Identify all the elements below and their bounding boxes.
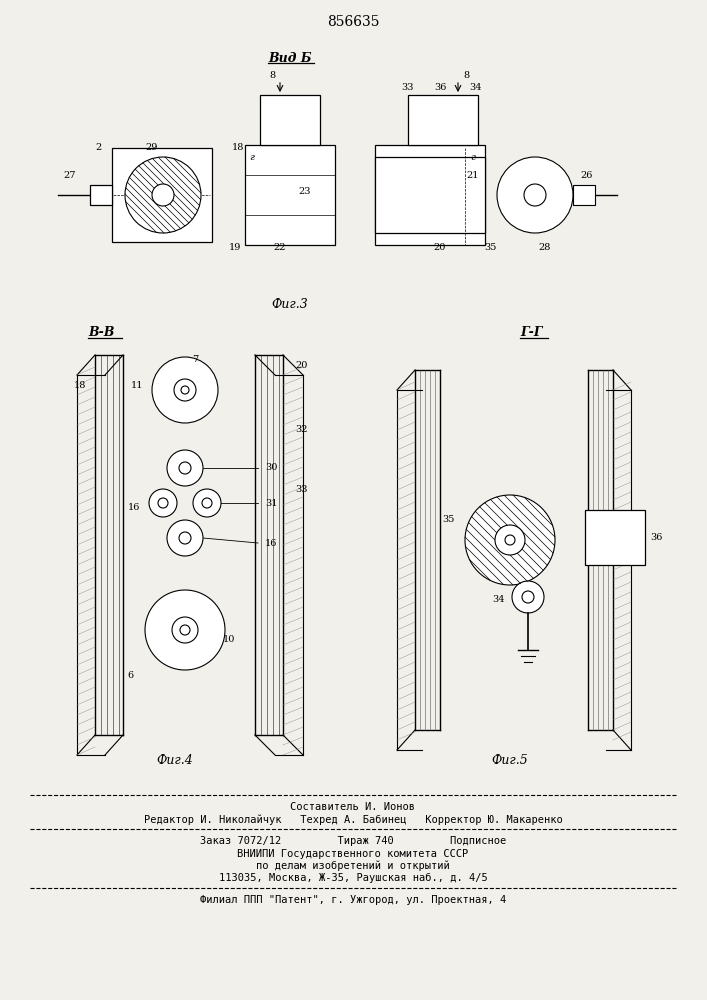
Text: 34: 34 <box>493 595 505 604</box>
Circle shape <box>125 157 201 233</box>
Circle shape <box>172 617 198 643</box>
Text: г: г <box>471 152 475 161</box>
Circle shape <box>179 462 191 474</box>
Text: 16: 16 <box>265 538 277 548</box>
Text: 36: 36 <box>650 532 662 542</box>
Circle shape <box>174 379 196 401</box>
Text: Фиг.5: Фиг.5 <box>491 754 528 766</box>
Text: 7: 7 <box>192 356 198 364</box>
Text: 22: 22 <box>274 242 286 251</box>
Text: Фиг.4: Фиг.4 <box>157 754 194 766</box>
Text: 30: 30 <box>265 464 277 473</box>
Text: Составитель И. Ионов: Составитель И. Ионов <box>291 802 416 812</box>
Text: 34: 34 <box>469 84 481 93</box>
Bar <box>375 157 485 233</box>
Bar <box>573 185 595 205</box>
Text: 26: 26 <box>580 170 592 180</box>
Text: 16: 16 <box>128 504 140 512</box>
Text: В-В: В-В <box>88 326 115 340</box>
Text: 113035, Москва, Ж-35, Раушская наб., д. 4/5: 113035, Москва, Ж-35, Раушская наб., д. … <box>218 873 487 883</box>
Circle shape <box>167 450 203 486</box>
Circle shape <box>512 581 544 613</box>
Circle shape <box>149 489 177 517</box>
Text: 21: 21 <box>467 170 479 180</box>
Circle shape <box>495 525 525 555</box>
Text: Редактор И. Николайчук   Техред А. Бабинец   Корректор Ю. Макаренко: Редактор И. Николайчук Техред А. Бабинец… <box>144 815 562 825</box>
Text: 20: 20 <box>434 242 446 251</box>
Bar <box>112 148 212 242</box>
Circle shape <box>180 625 190 635</box>
Text: 8: 8 <box>269 72 275 81</box>
Text: 36: 36 <box>434 84 446 93</box>
Text: г: г <box>250 152 255 161</box>
Bar <box>375 145 485 245</box>
Bar <box>90 185 112 205</box>
Circle shape <box>145 590 225 670</box>
Text: 20: 20 <box>295 360 308 369</box>
Text: 32: 32 <box>295 426 308 434</box>
Circle shape <box>167 520 203 556</box>
Text: Г-Г: Г-Г <box>520 326 542 340</box>
Text: 35: 35 <box>443 516 455 524</box>
Text: 856635: 856635 <box>327 15 379 29</box>
Text: 10: 10 <box>223 636 235 645</box>
Text: 28: 28 <box>539 242 551 251</box>
Text: 2: 2 <box>95 143 101 152</box>
Circle shape <box>193 489 221 517</box>
Bar <box>260 95 320 145</box>
Circle shape <box>465 495 555 585</box>
Text: 31: 31 <box>265 498 278 508</box>
Text: Заказ 7072/12         Тираж 740         Подписное: Заказ 7072/12 Тираж 740 Подписное <box>200 836 506 846</box>
Text: Фиг.3: Фиг.3 <box>271 298 308 312</box>
Text: 29: 29 <box>146 143 158 152</box>
Text: Филиал ППП "Патент", г. Ужгород, ул. Проектная, 4: Филиал ППП "Патент", г. Ужгород, ул. Про… <box>200 895 506 905</box>
Bar <box>585 510 645 565</box>
Circle shape <box>497 157 573 233</box>
Circle shape <box>522 591 534 603</box>
Text: 18: 18 <box>74 380 86 389</box>
Circle shape <box>179 532 191 544</box>
Text: 27: 27 <box>64 170 76 180</box>
Circle shape <box>181 386 189 394</box>
Text: 23: 23 <box>298 188 310 196</box>
Text: 33: 33 <box>402 84 414 93</box>
Text: 19: 19 <box>229 242 241 251</box>
Circle shape <box>202 498 212 508</box>
Circle shape <box>152 357 218 423</box>
Text: по делам изобретений и открытий: по делам изобретений и открытий <box>256 861 450 871</box>
Text: 18: 18 <box>232 143 244 152</box>
Bar <box>408 95 478 145</box>
Text: 33: 33 <box>295 486 308 494</box>
Circle shape <box>505 535 515 545</box>
Text: 35: 35 <box>484 242 496 251</box>
Text: ВНИИПИ Государственного комитета СССР: ВНИИПИ Государственного комитета СССР <box>238 849 469 859</box>
Circle shape <box>158 498 168 508</box>
Text: 11: 11 <box>131 380 144 389</box>
Bar <box>245 145 335 245</box>
Circle shape <box>524 184 546 206</box>
Text: Вид Б: Вид Б <box>268 51 312 64</box>
Circle shape <box>152 184 174 206</box>
Text: 6: 6 <box>127 670 133 680</box>
Text: 8: 8 <box>463 72 469 81</box>
